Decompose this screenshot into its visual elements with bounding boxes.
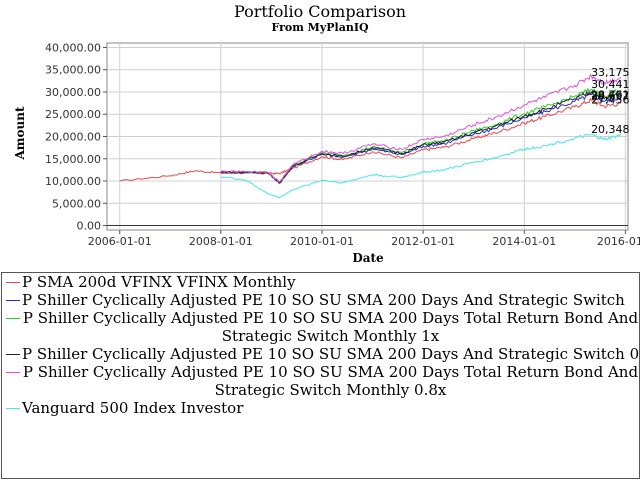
- legend-label: P Shiller Cyclically Adjusted PE 10 SO S…: [22, 309, 639, 345]
- x-tick-label: 2016-01-0: [597, 235, 640, 248]
- y-tick-label: 35,000.00: [45, 64, 101, 77]
- x-axis-label: Date: [352, 251, 384, 265]
- legend-item: P Shiller Cyclically Adjusted PE 10 SO S…: [2, 309, 639, 345]
- legend: P SMA 200d VFINX VFINX Monthly P Shiller …: [1, 272, 640, 479]
- legend-label: P SMA 200d VFINX VFINX Monthly: [22, 273, 296, 291]
- legend-item: Vanguard 500 Index Investor: [2, 399, 639, 417]
- legend-swatch: [6, 282, 20, 283]
- y-axis-label: Amount: [13, 106, 27, 160]
- chart-title: Portfolio Comparison: [233, 2, 407, 21]
- legend-swatch: [6, 408, 20, 409]
- axes: 0.00 5,000.00 10,000.00 15,000.00 20,000.00 2…: [45, 41, 640, 248]
- series-line-5: [220, 73, 622, 183]
- end-value-label: 20,348: [591, 123, 630, 136]
- series-line-4: [220, 90, 622, 184]
- end-value-label: 28,761: [591, 88, 630, 101]
- y-tick-label: 10,000.00: [45, 175, 101, 188]
- legend-label: P Shiller Cyclically Adjusted PE 10 SO S…: [22, 363, 639, 399]
- x-tick-label: 2012-01-01: [391, 235, 455, 248]
- x-tick-label: 2014-01-01: [492, 235, 556, 248]
- end-value-label: 27,456: [591, 93, 630, 106]
- grid: [106, 42, 629, 231]
- x-tick-label: 2008-01-01: [189, 235, 253, 248]
- end-value-label: 30,441: [591, 78, 630, 91]
- legend-label: P Shiller Cyclically Adjusted PE 10 SO S…: [22, 291, 625, 309]
- y-tick-label: 15,000.00: [45, 153, 101, 166]
- series-line-1: [119, 97, 622, 182]
- x-tick-label: 2010-01-01: [290, 235, 354, 248]
- legend-swatch: [6, 300, 20, 301]
- legend-label: Vanguard 500 Index Investor: [22, 399, 244, 417]
- legend-swatch: [6, 372, 20, 373]
- legend-item: P Shiller Cyclically Adjusted PE 10 SO S…: [2, 363, 639, 399]
- legend-swatch: [6, 318, 20, 319]
- legend-item: P Shiller Cyclically Adjusted PE 10 SO S…: [2, 291, 639, 309]
- end-value-label: 33,175: [591, 66, 630, 79]
- plot-area: 0.00 5,000.00 10,000.00 15,000.00 20,000.00 2…: [13, 41, 640, 265]
- y-tick-label: 30,000.00: [45, 86, 101, 99]
- y-tick-label: 25,000.00: [45, 108, 101, 121]
- y-tick-label: 5,000.00: [52, 197, 101, 210]
- y-tick-label: 40,000.00: [45, 41, 101, 54]
- legend-item: P SMA 200d VFINX VFINX Monthly: [2, 273, 639, 291]
- end-value-label: 29,697: [591, 89, 630, 102]
- y-tick-label: 0.00: [77, 220, 102, 233]
- legend-swatch: [6, 354, 20, 355]
- series-lines: [119, 73, 622, 199]
- legend-item: P Shiller Cyclically Adjusted PE 10 SO S…: [2, 345, 639, 363]
- legend-label: P Shiller Cyclically Adjusted PE 10 SO S…: [22, 345, 640, 363]
- chart-subtitle: From MyPlanIQ: [271, 21, 369, 34]
- series-line-6: [220, 133, 622, 199]
- x-tick-label: 2006-01-01: [88, 235, 152, 248]
- y-tick-label: 20,000.00: [45, 131, 101, 144]
